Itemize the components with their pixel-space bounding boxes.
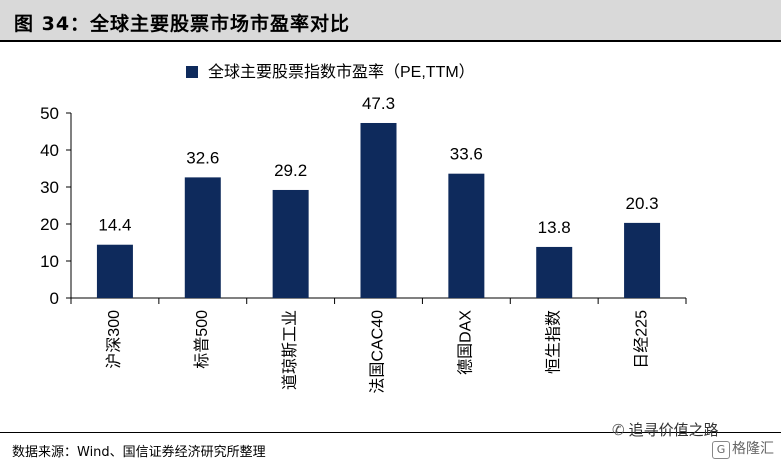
bar [448,173,485,298]
data-label: 14.4 [98,216,131,235]
x-tick-label: 道琼斯工业 [281,310,299,390]
data-label: 20.3 [626,194,659,213]
watermark: ✆ 追寻价值之路 [612,419,719,440]
x-tick-label: 标普500 [193,310,211,369]
x-tick-label: 日经225 [632,310,650,369]
bar [272,189,309,298]
x-tick-label: 恒生指数 [544,310,562,374]
data-label: 33.6 [450,145,483,164]
x-tick-label: 法国CAC40 [369,310,387,394]
y-tick-label: 0 [50,289,59,308]
data-label: 32.6 [186,148,219,167]
data-label: 13.8 [538,218,571,237]
y-tick-label: 10 [40,252,59,271]
data-label: 47.3 [362,94,395,113]
data-labels: 14.4 32.6 29.2 47.3 33.6 13.8 20.3 [98,94,658,237]
footer-divider [0,432,781,433]
y-tick-label: 40 [40,141,59,160]
y-tick-label: 20 [40,215,59,234]
pe-bar-chart: 全球主要股票指数市盈率（PE,TTM） 0 10 20 30 40 50 沪深300 标普5… [40,63,687,394]
x-axis: 沪深300 标普500 道琼斯工业 法国CAC40 德国DAX 恒生指数 日经225 [70,297,687,394]
bar [536,246,573,298]
logo-text: 格隆汇 [732,441,774,457]
brand-logo: G 格隆汇 [712,438,774,459]
legend-swatch [186,66,198,78]
x-tick-label: 德国DAX [457,310,475,375]
chart-container: 全球主要股票指数市盈率（PE,TTM） 0 10 20 30 40 50 沪深300 标普5… [0,42,781,432]
watermark-text: 追寻价值之路 [628,421,719,439]
x-tick-label: 沪深300 [105,310,123,369]
logo-icon: G [712,441,730,459]
y-tick-label: 50 [40,104,59,123]
bar [624,222,661,298]
y-tick-label: 30 [40,178,59,197]
wechat-icon: ✆ [612,421,625,439]
bar-series [96,122,661,299]
data-label: 29.2 [274,161,307,180]
figure-title: 图 34：全球主要股票市场市盈率对比 [14,13,351,35]
source-note: 数据来源：Wind、国信证券经济研究所整理 [12,445,266,460]
bar [184,177,221,298]
chart-legend: 全球主要股票指数市盈率（PE,TTM） [186,63,475,81]
bar [96,244,133,298]
bar [360,122,397,299]
y-axis: 0 10 20 30 40 50 [40,104,72,308]
legend-label: 全球主要股票指数市盈率（PE,TTM） [208,63,475,81]
figure-title-bar: 图 34：全球主要股票市场市盈率对比 [0,0,781,42]
